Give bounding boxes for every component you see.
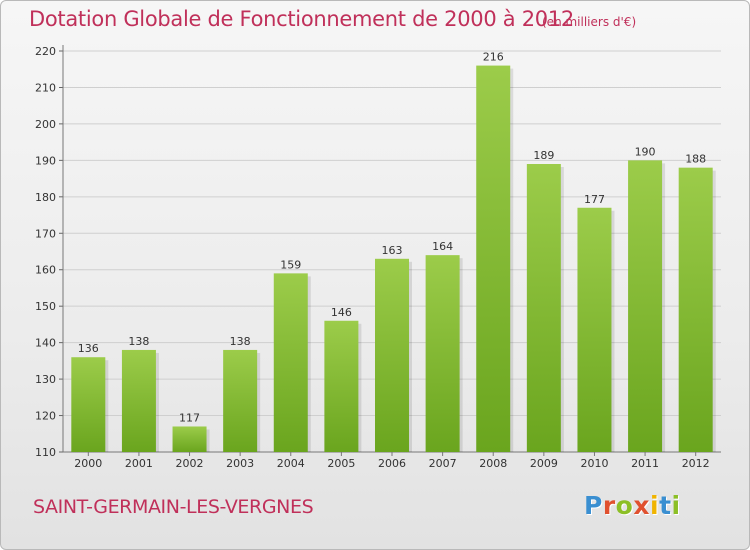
- bar-value-label: 216: [483, 51, 504, 64]
- x-tick-label: 2001: [125, 457, 153, 470]
- y-tick-label: 210: [35, 81, 56, 94]
- x-tick-label: 2003: [226, 457, 254, 470]
- y-tick-label: 150: [35, 300, 56, 313]
- bar-2001: [121, 349, 156, 452]
- bar-value-label: 138: [230, 335, 251, 348]
- x-tick-label: 2008: [479, 457, 507, 470]
- chart-title: Dotation Globale de Fonctionnement de 20…: [29, 7, 574, 31]
- bar-value-label: 189: [533, 149, 554, 162]
- bar-value-label: 138: [128, 335, 149, 348]
- logo-letter: P: [584, 491, 603, 520]
- y-tick-label: 120: [35, 410, 56, 423]
- logo-letter: x: [633, 491, 650, 520]
- bar-value-label: 159: [280, 258, 301, 271]
- y-tick-label: 130: [35, 373, 56, 386]
- logo-letter: t: [659, 491, 672, 520]
- bar-2004: [273, 273, 308, 452]
- bar-2003: [223, 349, 258, 452]
- bar-2005: [324, 320, 359, 452]
- commune-name: SAINT-GERMAIN-LES-VERGNES: [33, 496, 314, 518]
- bar-2009: [526, 164, 561, 452]
- x-tick-label: 2010: [580, 457, 608, 470]
- logo-letter: i: [671, 491, 681, 520]
- x-tick-label: 2012: [682, 457, 710, 470]
- x-tick-label: 2004: [277, 457, 305, 470]
- bar-value-label: 136: [78, 342, 99, 355]
- bar-value-label: 164: [432, 240, 453, 253]
- x-tick-label: 2011: [631, 457, 659, 470]
- bar-2011: [628, 160, 663, 452]
- bar-value-label: 188: [685, 153, 706, 166]
- x-tick-label: 2005: [327, 457, 355, 470]
- x-tick-label: 2002: [176, 457, 204, 470]
- y-tick-label: 140: [35, 337, 56, 350]
- x-tick-label: 2006: [378, 457, 406, 470]
- bar-value-label: 163: [382, 244, 403, 257]
- y-tick-label: 200: [35, 118, 56, 131]
- bar-2007: [425, 255, 460, 452]
- bar-2012: [678, 167, 713, 452]
- bar-2006: [375, 258, 409, 452]
- proxiti-logo[interactable]: Proxiti: [584, 491, 681, 520]
- y-tick-label: 110: [35, 446, 56, 459]
- bar-2008: [476, 65, 511, 452]
- y-tick-label: 220: [35, 45, 56, 58]
- bar-value-label: 177: [584, 193, 605, 206]
- chart-subtitle: (en milliers d'€): [542, 15, 637, 29]
- logo-letter: r: [602, 491, 616, 520]
- bar-2002: [172, 426, 207, 452]
- bar-2010: [577, 207, 612, 452]
- y-tick-label: 170: [35, 227, 56, 240]
- logo-letter: o: [615, 491, 634, 520]
- bar-value-label: 190: [635, 145, 656, 158]
- bar-2000: [71, 357, 106, 452]
- x-tick-label: 2000: [74, 457, 102, 470]
- logo-letter: i: [650, 491, 660, 520]
- x-tick-label: 2009: [530, 457, 558, 470]
- x-tick-label: 2007: [429, 457, 457, 470]
- bar-value-label: 117: [179, 411, 200, 424]
- bar-value-label: 146: [331, 306, 352, 319]
- y-tick-label: 180: [35, 191, 56, 204]
- y-tick-label: 190: [35, 154, 56, 167]
- y-tick-label: 160: [35, 264, 56, 277]
